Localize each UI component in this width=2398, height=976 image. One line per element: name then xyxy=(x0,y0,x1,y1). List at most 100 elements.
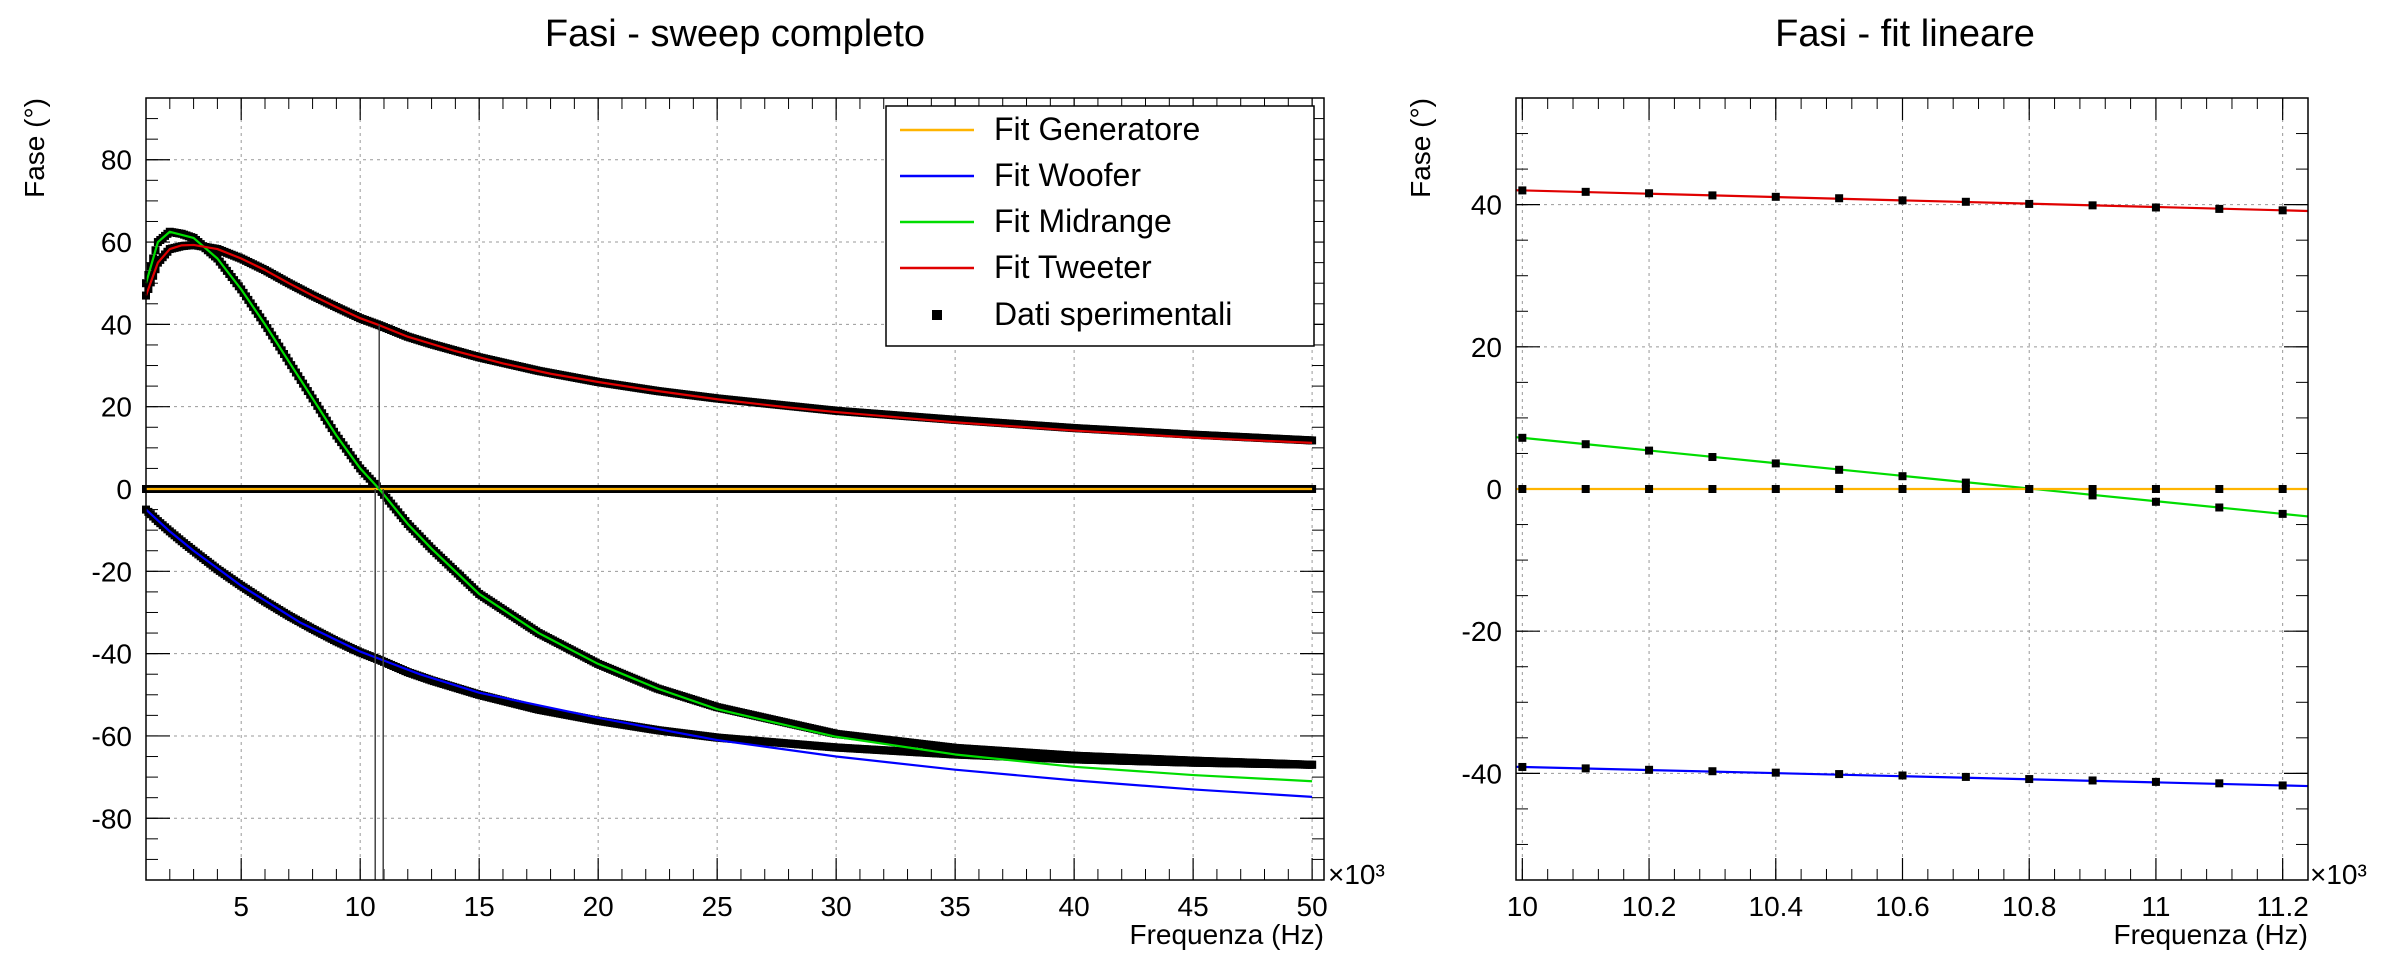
left-legend: Fit Generatore Fit Woofer Fit Midrange F… xyxy=(885,105,1315,347)
x-tick-label: 10.8 xyxy=(2002,891,2057,922)
y-tick-label: -60 xyxy=(92,721,132,752)
data-point-generatore xyxy=(1771,485,1780,493)
y-tick-label: 0 xyxy=(1486,474,1502,505)
legend-swatch-4 xyxy=(932,310,942,320)
fit-line-fit-tweeter xyxy=(144,243,1313,445)
data-point-midrange xyxy=(2088,491,2097,500)
data-point-tweeter xyxy=(1961,197,1970,206)
x-tick-label: 30 xyxy=(821,891,852,922)
data-point-woofer xyxy=(2278,781,2287,790)
data-point-midrange xyxy=(2215,503,2224,512)
y-tick-label: -40 xyxy=(1462,758,1502,789)
data-point-midrange xyxy=(1961,478,1970,487)
data-point-midrange xyxy=(1835,465,1844,474)
data-point-generatore xyxy=(2215,485,2224,493)
data-point-generatore xyxy=(2278,485,2287,493)
data-point-generatore xyxy=(2025,485,2034,493)
data-point-woofer xyxy=(1581,764,1590,773)
data-point-midrange xyxy=(1581,440,1590,449)
data-point xyxy=(1308,760,1317,769)
right-chart-title: Fasi - fit lineare xyxy=(1775,13,2035,55)
fit-line-fit-midrange xyxy=(144,230,1313,783)
y-tick-label: 80 xyxy=(101,145,132,176)
y-tick-label: 40 xyxy=(1471,190,1502,221)
y-tick-label: 20 xyxy=(1471,332,1502,363)
x-tick-label: 5 xyxy=(233,891,249,922)
x-tick-label: 20 xyxy=(583,891,614,922)
left-chart: Fasi - sweep completo 5 10 15 20 25 30 35 40 45 5… xyxy=(19,13,1385,950)
x-tick-label: 45 xyxy=(1178,891,1209,922)
x-tick-label: 11.2 xyxy=(2256,891,2308,922)
data-point-generatore xyxy=(1708,485,1717,493)
x-tick-label: 10 xyxy=(345,891,376,922)
data-point-generatore xyxy=(1898,485,1907,493)
legend-entry-3: Fit Tweeter xyxy=(900,249,1152,285)
legend-entry-1: Fit Woofer xyxy=(900,157,1141,193)
x-tick-label: 50 xyxy=(1297,891,1328,922)
y-tick-label: 0 xyxy=(116,474,132,505)
data-point-woofer xyxy=(1835,770,1844,779)
data-point-midrange xyxy=(1898,472,1907,481)
right-y-axis-label: Fase (°) xyxy=(1405,98,1436,198)
data-point-woofer xyxy=(1961,772,1970,781)
right-grid xyxy=(1516,98,2308,880)
data-point-generatore xyxy=(1961,485,1970,493)
legend-label-3: Fit Tweeter xyxy=(994,249,1152,285)
left-plot-frame xyxy=(145,97,1325,881)
data-point-tweeter xyxy=(1581,187,1590,196)
x-tick-label: 15 xyxy=(464,891,495,922)
y-tick-label: -20 xyxy=(92,556,132,587)
data-point-generatore xyxy=(1518,485,1527,493)
data-point-generatore xyxy=(1581,485,1590,493)
data-point-generatore xyxy=(1645,485,1654,493)
legend-entry-2: Fit Midrange xyxy=(900,203,1172,239)
data-point-generatore xyxy=(1835,485,1844,493)
y-tick-label: 40 xyxy=(101,309,132,340)
data-point-midrange xyxy=(2278,509,2287,518)
data-point-midrange xyxy=(1708,453,1717,462)
legend-entries: Fit Generatore Fit Woofer Fit Midrange F… xyxy=(900,111,1232,332)
x-tick-label: 11 xyxy=(2141,891,2170,922)
x-tick-label: 10.2 xyxy=(1622,891,1677,922)
legend-label-1: Fit Woofer xyxy=(994,157,1141,193)
data-point-tweeter xyxy=(2088,201,2097,210)
data-point-woofer xyxy=(2151,777,2160,786)
y-tick-label: -20 xyxy=(1462,616,1502,647)
x-tick-label: 40 xyxy=(1059,891,1090,922)
legend-entry-0: Fit Generatore xyxy=(900,111,1200,147)
y-tick-label: -40 xyxy=(92,639,132,670)
legend-entry-4: Dati sperimentali xyxy=(932,296,1232,332)
x-tick-label: 25 xyxy=(702,891,733,922)
data-point-woofer xyxy=(1518,762,1527,771)
data-point-woofer xyxy=(2025,775,2034,784)
data-point-midrange xyxy=(1771,459,1780,468)
x-tick-label: 10.6 xyxy=(1875,891,1930,922)
legend-label-2: Fit Midrange xyxy=(994,203,1172,239)
left-chart-title: Fasi - sweep completo xyxy=(545,13,925,55)
right-plot-frame xyxy=(1515,97,2309,881)
data-point-woofer xyxy=(1645,765,1654,774)
data-point-tweeter xyxy=(2215,204,2224,213)
data-point-tweeter xyxy=(2151,203,2160,212)
data-point-tweeter xyxy=(1518,186,1527,195)
x-tick-label: 10.4 xyxy=(1749,891,1804,922)
data-point-tweeter xyxy=(1645,189,1654,198)
left-x-multiplier: ×10³ xyxy=(1328,859,1385,890)
x-tick-label: 35 xyxy=(940,891,971,922)
left-x-axis-label: Frequenza (Hz) xyxy=(1129,919,1324,950)
right-x-multiplier: ×10³ xyxy=(2310,859,2367,890)
data-point-tweeter xyxy=(1708,191,1717,200)
data-point-woofer xyxy=(1708,767,1717,776)
legend-label-4: Dati sperimentali xyxy=(994,296,1232,332)
right-chart: Fasi - fit lineare 10 10.2 10.4 10.6 10.8 11 1… xyxy=(1405,13,2367,950)
y-tick-label: 20 xyxy=(101,392,132,423)
data-point-midrange xyxy=(1518,433,1527,442)
data-point-midrange xyxy=(1645,446,1654,455)
legend-label-0: Fit Generatore xyxy=(994,111,1200,147)
legend-box xyxy=(885,105,1315,347)
left-axis-ticks: 5 10 15 20 25 30 35 40 45 50 -80 -60 -40 -20 0 20 40 60 80 xyxy=(92,97,1328,922)
data-point-tweeter xyxy=(2025,199,2034,208)
x-tick-label: 10 xyxy=(1507,891,1538,922)
y-tick-label: -80 xyxy=(92,803,132,834)
